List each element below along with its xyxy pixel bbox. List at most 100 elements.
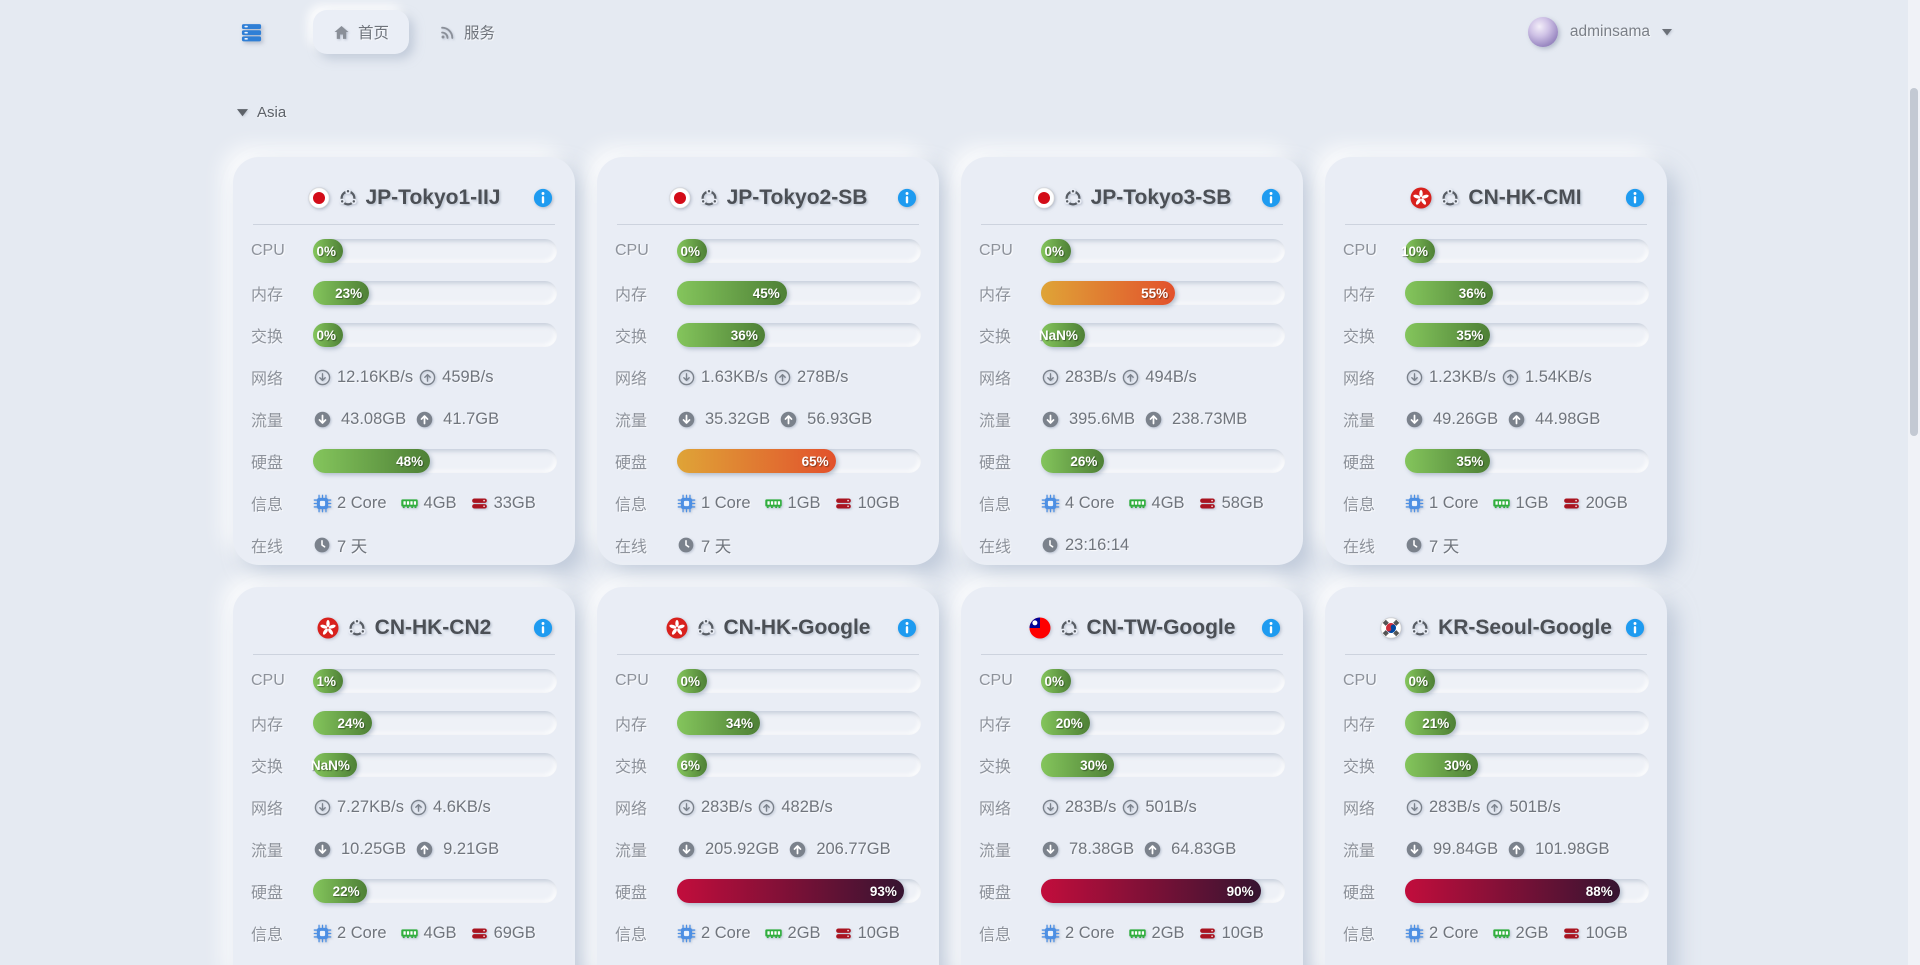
info-icon[interactable] — [1625, 188, 1645, 208]
circle-arrow-down-outline-icon — [677, 798, 696, 817]
info-icon[interactable] — [533, 188, 553, 208]
info-icon[interactable] — [1261, 618, 1281, 638]
info-icon[interactable] — [1625, 618, 1645, 638]
memory-row: 内存 36% — [1343, 272, 1649, 314]
memory-percent: 20% — [1055, 715, 1083, 731]
memory-label: 内存 — [615, 287, 648, 304]
country-flag-hk-icon — [317, 617, 339, 639]
disk-label: 硬盘 — [615, 455, 648, 472]
memory-stick-icon — [1492, 494, 1511, 513]
server-card-header: CN-HK-Google — [615, 603, 921, 653]
circle-arrow-up-solid-icon — [415, 840, 434, 859]
core-count: 2 Core — [337, 923, 387, 942]
info-row: 信息 2 Core 4GB — [251, 482, 557, 524]
info-row: 信息 4 Core 4GB — [979, 482, 1285, 524]
traffic-upload-value: 56.93GB — [807, 409, 873, 428]
swap-percent: 0% — [316, 327, 336, 343]
traffic-row: 流量 78.38GB 64.83GB — [979, 828, 1285, 870]
info-label: 信息 — [1343, 927, 1376, 944]
swap-label: 交换 — [615, 759, 648, 776]
memory-percent: 36% — [1458, 285, 1486, 301]
clock-icon — [313, 536, 331, 554]
circle-arrow-down-solid-icon — [1041, 410, 1060, 429]
online-row: 在线 7 天 — [615, 954, 921, 965]
info-icon[interactable] — [533, 618, 553, 638]
nav-item-services[interactable]: 服务 — [419, 10, 515, 54]
cpu-usage-bar: 0% — [1041, 669, 1285, 693]
memory-label: 内存 — [251, 287, 284, 304]
disk-usage-bar: 35% — [1405, 449, 1649, 473]
server-card: JP-Tokyo1-IIJ CPU 0% 内存 23% 交换 0% 网络 — [233, 157, 575, 565]
disk-percent: 26% — [1070, 453, 1098, 469]
info-icon[interactable] — [1261, 188, 1281, 208]
memory-row: 内存 24% — [251, 702, 557, 744]
info-icon[interactable] — [897, 188, 917, 208]
server-name: CN-HK-Google — [723, 616, 871, 639]
cpu-chip-icon — [313, 494, 332, 513]
memory-stick-icon — [400, 924, 419, 943]
cpu-row: CPU 0% — [615, 230, 921, 272]
network-label: 网络 — [979, 371, 1012, 388]
memory-usage-bar: 24% — [313, 711, 557, 735]
server-card: KR-Seoul-Google CPU 0% 内存 21% 交换 30% 网 — [1325, 587, 1667, 965]
circle-arrow-up-solid-icon — [1507, 410, 1526, 429]
disk-percent: 88% — [1585, 883, 1613, 899]
scrollbar[interactable] — [1908, 0, 1920, 965]
traffic-row: 流量 395.6MB 238.73MB — [979, 398, 1285, 440]
cpu-label: CPU — [979, 242, 1013, 259]
info-label: 信息 — [615, 927, 648, 944]
disk-percent: 90% — [1226, 883, 1254, 899]
traffic-label: 流量 — [251, 413, 284, 430]
ubuntu-logo-icon — [347, 618, 367, 638]
info-icon[interactable] — [897, 618, 917, 638]
network-upload-value: 501B/s — [1509, 797, 1561, 816]
cpu-percent: 0% — [316, 243, 336, 259]
cpu-label: CPU — [615, 672, 649, 689]
core-count: 1 Core — [701, 493, 751, 512]
disk-size: 33GB — [493, 493, 536, 512]
ubuntu-logo-icon — [1059, 618, 1079, 638]
network-row: 网络 1.63KB/s 278B/s — [615, 356, 921, 398]
country-flag-jp-icon — [307, 187, 330, 209]
info-row: 信息 1 Core 1GB — [615, 482, 921, 524]
swap-percent: 6% — [680, 757, 700, 773]
nav-label-services: 服务 — [464, 25, 496, 42]
memory-row: 内存 23% — [251, 272, 557, 314]
traffic-upload-value: 44.98GB — [1535, 409, 1601, 428]
server-card: JP-Tokyo2-SB CPU 0% 内存 45% 交换 36% 网络 — [597, 157, 939, 565]
cpu-percent: 0% — [1408, 673, 1428, 689]
group-header-asia[interactable]: Asia — [237, 104, 1920, 121]
swap-usage-bar: 36% — [677, 323, 921, 347]
network-row: 网络 283B/s 494B/s — [979, 356, 1285, 398]
swap-label: 交换 — [251, 759, 284, 776]
caret-down-icon — [237, 108, 248, 117]
cpu-percent: 0% — [1044, 243, 1064, 259]
server-stack-icon[interactable] — [233, 14, 269, 50]
memory-row: 内存 34% — [615, 702, 921, 744]
online-row: 在线 7 天 — [251, 954, 557, 965]
server-card: CN-HK-Google CPU 0% 内存 34% 交换 6% 网络 — [597, 587, 939, 965]
traffic-label: 流量 — [615, 843, 648, 860]
swap-label: 交换 — [979, 329, 1012, 346]
country-flag-hk-icon — [666, 617, 688, 639]
nav-item-home[interactable]: 首页 — [313, 10, 410, 54]
circle-arrow-up-solid-icon — [415, 410, 434, 429]
disk-row: 硬盘 35% — [1343, 440, 1649, 482]
memory-row: 内存 20% — [979, 702, 1285, 744]
cpu-chip-icon — [1405, 494, 1424, 513]
user-menu[interactable]: adminsama — [1527, 17, 1672, 47]
divider — [253, 654, 555, 655]
disk-label: 硬盘 — [251, 885, 284, 902]
network-row: 网络 283B/s 501B/s — [1343, 786, 1649, 828]
ubuntu-logo-icon — [338, 188, 358, 208]
ram-size: 4GB — [423, 923, 457, 942]
uptime-value: 23:16:14 — [1065, 535, 1130, 554]
disk-row: 硬盘 26% — [979, 440, 1285, 482]
cpu-chip-icon — [677, 494, 696, 513]
ubuntu-logo-icon — [1063, 188, 1083, 208]
swap-row: 交换 0% — [251, 314, 557, 356]
disk-row: 硬盘 93% — [615, 870, 921, 912]
scrollbar-thumb[interactable] — [1910, 88, 1918, 436]
memory-usage-bar: 45% — [677, 281, 921, 305]
circle-arrow-down-solid-icon — [313, 840, 332, 859]
